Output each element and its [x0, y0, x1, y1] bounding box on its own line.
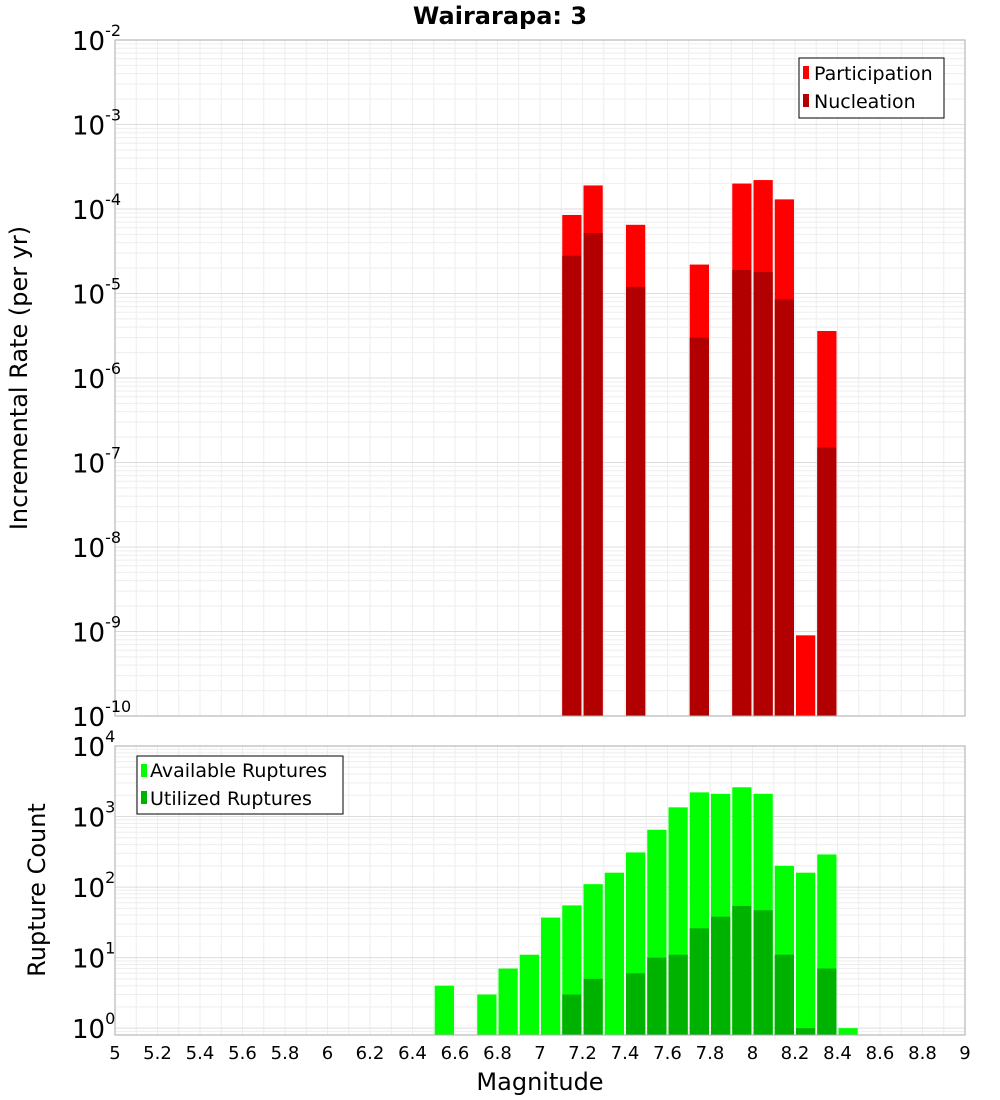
- rate-y-tick-label: 10-5: [72, 275, 121, 311]
- nucleation-bar: [562, 255, 582, 716]
- count-y-axis-label: Rupture Count: [23, 803, 51, 977]
- x-axis-label: Magnitude: [476, 1068, 603, 1096]
- x-tick-label: 8: [747, 1043, 758, 1064]
- x-tick-label: 9: [959, 1043, 970, 1064]
- nucleation-bar: [626, 286, 646, 716]
- available-ruptures-bar: [541, 917, 561, 1035]
- rate-legend: Participation Nucleation: [798, 57, 945, 119]
- nucleation-bar: [689, 337, 709, 716]
- utilized-ruptures-bar: [796, 1028, 816, 1035]
- x-tick-label: 6.6: [441, 1043, 470, 1064]
- rate-y-tick-label: 10-2: [72, 21, 121, 57]
- rate-legend-box: [798, 57, 945, 119]
- rate-y-tick-label: 10-3: [72, 106, 121, 142]
- utilized-ruptures-bar: [711, 916, 731, 1035]
- chart-title: Wairarapa: 3: [413, 2, 587, 30]
- nucleation-bar: [817, 447, 837, 716]
- count-legend-box: [136, 755, 344, 815]
- x-tick-label: 5.8: [271, 1043, 300, 1064]
- x-tick-label: 6.8: [483, 1043, 512, 1064]
- rate-plot-frame: [114, 39, 966, 717]
- utilized-ruptures-bar: [689, 928, 709, 1035]
- x-tick-label: 7: [534, 1043, 545, 1064]
- available-ruptures-bar: [838, 1028, 858, 1035]
- legend-participation-swatch: [803, 66, 809, 79]
- utilized-ruptures-bar: [753, 910, 773, 1035]
- available-ruptures-bar: [434, 985, 454, 1035]
- legend-available-swatch: [141, 764, 147, 777]
- x-tick-label: 8.2: [781, 1043, 810, 1064]
- rate-bars: [562, 180, 837, 717]
- nucleation-bar: [583, 232, 603, 716]
- utilized-ruptures-bar: [817, 968, 837, 1035]
- utilized-ruptures-bar: [668, 954, 688, 1035]
- rate-y-tick-label: 10-8: [72, 528, 121, 564]
- count-y-tick-label: 102: [72, 868, 115, 904]
- available-ruptures-bar: [604, 872, 624, 1035]
- x-tick-label: 5: [109, 1043, 120, 1064]
- x-tick-label: 7.6: [653, 1043, 682, 1064]
- x-tick-label: 7.2: [568, 1043, 597, 1064]
- rate-y-ticks: 10-10 10-9 10-8 10-7 10-6 10-5 10-4 10-3 10-2: [72, 21, 131, 733]
- nucleation-bar: [732, 269, 752, 716]
- x-tick-label: 5.4: [186, 1043, 215, 1064]
- rate-y-tick-label: 10-4: [72, 190, 121, 226]
- available-ruptures-bar: [796, 872, 816, 1035]
- x-tick-label: 6.2: [356, 1043, 385, 1064]
- participation-bar: [796, 635, 816, 716]
- x-tick-label: 7.8: [696, 1043, 725, 1064]
- x-tick-label: 7.4: [611, 1043, 640, 1064]
- x-tick-label: 8.6: [866, 1043, 895, 1064]
- count-y-tick-label: 101: [72, 939, 115, 975]
- count-y-tick-label: 100: [72, 1009, 115, 1045]
- x-tick-label: 5.6: [228, 1043, 257, 1064]
- available-ruptures-bar: [498, 968, 518, 1035]
- rate-y-tick-label: 10-10: [72, 697, 131, 733]
- legend-available-label: Available Ruptures: [150, 760, 327, 782]
- utilized-ruptures-bar: [562, 994, 582, 1035]
- count-y-tick-label: 104: [72, 727, 115, 763]
- nucleation-bar: [774, 299, 794, 716]
- x-tick-label: 5.2: [143, 1043, 172, 1064]
- legend-nucleation-swatch: [803, 94, 809, 107]
- x-tick-label: 6: [322, 1043, 333, 1064]
- rate-y-tick-label: 10-9: [72, 613, 121, 649]
- x-tick-label: 8.8: [908, 1043, 937, 1064]
- count-bars: [434, 787, 858, 1035]
- count-y-ticks: 100 101 102 103 104: [72, 727, 115, 1045]
- utilized-ruptures-bar: [732, 905, 752, 1035]
- count-x-ticks: 5 5.2 5.4 5.6 5.8 6 6.2 6.4 6.6 6.8 7 7.2 7.4 7.6 7.8 8…: [109, 1043, 970, 1064]
- rate-panel: 10-10 10-9 10-8 10-7 10-6 10-5 10-4 10-3 10-2 In…: [5, 21, 966, 733]
- utilized-ruptures-bar: [774, 954, 794, 1035]
- utilized-ruptures-bar: [647, 957, 667, 1035]
- count-panel: 100 101 102 103 104 5 5.2 5.4 5.6 5.8 6 6.2 6.4 6.6 6…: [23, 727, 971, 1096]
- rate-y-axis-label: Incremental Rate (per yr): [5, 226, 33, 530]
- legend-utilized-swatch: [141, 791, 147, 804]
- count-plot-frame: [114, 745, 966, 1036]
- legend-utilized-label: Utilized Ruptures: [150, 788, 312, 810]
- legend-participation-label: Participation: [814, 63, 933, 85]
- legend-nucleation-label: Nucleation: [814, 91, 916, 113]
- utilized-ruptures-bar: [583, 978, 603, 1035]
- nucleation-bar: [753, 271, 773, 716]
- rate-y-tick-label: 10-7: [72, 444, 121, 480]
- x-tick-label: 6.4: [398, 1043, 427, 1064]
- available-ruptures-bar: [477, 994, 497, 1035]
- count-y-tick-label: 103: [72, 798, 115, 834]
- x-tick-label: 8.4: [823, 1043, 852, 1064]
- count-legend: Available Ruptures Utilized Ruptures: [136, 755, 344, 815]
- rate-gridlines: [115, 39, 965, 717]
- available-ruptures-bar: [519, 954, 539, 1035]
- utilized-ruptures-bar: [626, 973, 646, 1035]
- rate-y-tick-label: 10-6: [72, 359, 121, 395]
